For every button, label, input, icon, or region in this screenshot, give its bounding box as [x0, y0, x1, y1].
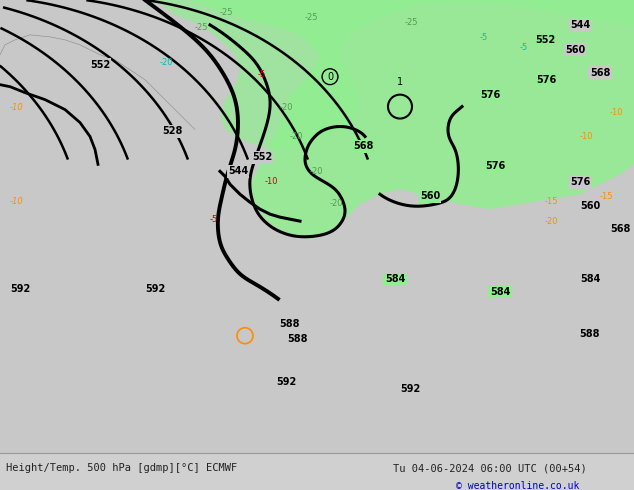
- Text: -10: -10: [580, 132, 593, 142]
- Text: -20: -20: [290, 132, 304, 142]
- Text: 576: 576: [570, 177, 590, 187]
- Text: 1: 1: [397, 76, 403, 87]
- Text: -20: -20: [160, 58, 174, 67]
- Text: 568: 568: [590, 68, 610, 78]
- Text: -10: -10: [265, 177, 278, 186]
- Text: -20: -20: [330, 199, 344, 208]
- Text: 552: 552: [535, 35, 555, 45]
- Text: 552: 552: [90, 60, 110, 70]
- Text: 0: 0: [327, 72, 333, 82]
- Text: 576: 576: [480, 90, 500, 99]
- Text: 592: 592: [145, 284, 165, 294]
- Text: -25: -25: [220, 8, 233, 17]
- Text: 576: 576: [485, 161, 505, 172]
- Text: 568: 568: [610, 224, 630, 234]
- Text: 584: 584: [580, 274, 600, 284]
- Text: -25: -25: [305, 13, 318, 22]
- Polygon shape: [190, 0, 634, 239]
- Text: -10: -10: [610, 108, 623, 117]
- Text: 576: 576: [536, 74, 556, 85]
- Text: -25: -25: [195, 23, 209, 32]
- Text: Tu 04-06-2024 06:00 UTC (00+54): Tu 04-06-2024 06:00 UTC (00+54): [393, 463, 587, 473]
- Text: -20: -20: [310, 167, 323, 176]
- Text: 528: 528: [162, 126, 182, 137]
- Text: 560: 560: [565, 45, 585, 55]
- Text: 560: 560: [420, 191, 440, 201]
- Polygon shape: [155, 0, 634, 149]
- Text: -5: -5: [258, 70, 266, 79]
- Text: 544: 544: [228, 166, 248, 176]
- Text: -15: -15: [600, 192, 614, 201]
- Text: 568: 568: [353, 142, 373, 151]
- Text: -5: -5: [480, 33, 488, 42]
- Text: © weatheronline.co.uk: © weatheronline.co.uk: [456, 481, 580, 490]
- Text: -20: -20: [545, 217, 559, 226]
- Text: -25: -25: [405, 18, 418, 27]
- Text: 560: 560: [580, 201, 600, 211]
- Text: 552: 552: [252, 152, 272, 162]
- Text: 584: 584: [385, 274, 405, 284]
- Text: -20: -20: [280, 102, 294, 112]
- Text: 592: 592: [400, 384, 420, 393]
- Text: 588: 588: [280, 319, 301, 329]
- Text: 584: 584: [490, 287, 510, 297]
- Text: -15: -15: [545, 197, 559, 206]
- Text: -5: -5: [210, 215, 218, 224]
- Text: -10: -10: [10, 197, 23, 206]
- Text: -5: -5: [520, 43, 528, 52]
- Text: -10: -10: [10, 102, 23, 112]
- Text: 592: 592: [10, 284, 30, 294]
- Text: 588: 588: [288, 334, 308, 343]
- Text: 592: 592: [276, 376, 296, 387]
- Text: 544: 544: [570, 20, 590, 30]
- Text: Height/Temp. 500 hPa [gdmp][°C] ECMWF: Height/Temp. 500 hPa [gdmp][°C] ECMWF: [6, 463, 238, 473]
- Text: 588: 588: [579, 329, 600, 339]
